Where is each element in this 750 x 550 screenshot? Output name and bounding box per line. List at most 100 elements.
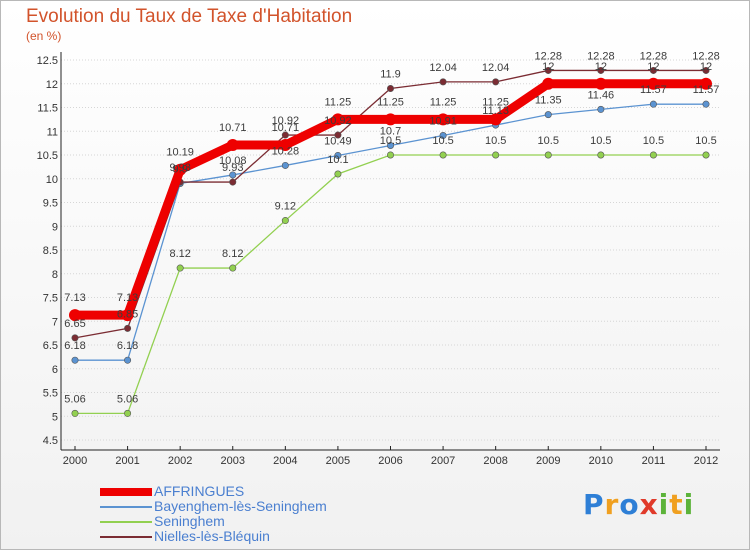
data-point xyxy=(437,113,450,126)
logo-letter: r xyxy=(604,488,620,521)
data-point xyxy=(229,178,237,186)
data-point xyxy=(647,77,660,90)
data-point xyxy=(542,77,555,90)
data-point xyxy=(334,170,342,178)
y-tick-label: 7 xyxy=(52,316,58,328)
data-label: 7.13 xyxy=(64,292,85,304)
data-point xyxy=(174,163,187,176)
y-tick-label: 12.5 xyxy=(37,55,58,67)
data-label: 10.5 xyxy=(590,135,611,147)
legend-label: Seninghem xyxy=(154,513,225,529)
data-point xyxy=(439,78,447,86)
logo-letter: P xyxy=(583,488,605,521)
logo-letter: i xyxy=(658,488,670,521)
legend-swatch xyxy=(100,521,152,523)
y-tick-label: 10.5 xyxy=(37,150,58,162)
data-point xyxy=(492,78,500,86)
data-point xyxy=(226,139,239,152)
data-point xyxy=(489,113,502,126)
y-tick-label: 9 xyxy=(52,221,58,233)
data-label: 10.5 xyxy=(485,135,506,147)
data-point xyxy=(386,151,394,159)
y-tick-label: 5.5 xyxy=(43,388,58,400)
x-tick-label: 2000 xyxy=(63,455,87,467)
x-tick-label: 2004 xyxy=(273,455,297,467)
data-label: 6.65 xyxy=(64,318,85,330)
data-label: 12.28 xyxy=(692,50,720,62)
data-label: 12.28 xyxy=(640,50,668,62)
legend-swatch xyxy=(100,488,152,496)
y-tick-label: 11 xyxy=(47,126,58,138)
x-tick-label: 2003 xyxy=(221,455,245,467)
data-label: 5.06 xyxy=(64,393,85,405)
data-label: 11.13 xyxy=(482,105,509,117)
legend-label: AFFRINGUES xyxy=(154,483,245,499)
data-label: 12.28 xyxy=(587,50,615,62)
data-point xyxy=(331,113,344,126)
legend-swatch xyxy=(100,536,152,538)
data-label: 12.28 xyxy=(534,50,562,62)
data-point xyxy=(71,409,79,417)
data-point xyxy=(649,100,657,108)
data-point xyxy=(279,139,292,152)
y-tick-label: 8.5 xyxy=(43,245,58,257)
data-label: 11.25 xyxy=(325,96,352,108)
data-point xyxy=(229,264,237,272)
legend-label: Nielles-lès-Bléquin xyxy=(154,528,270,544)
data-label: 6.18 xyxy=(117,340,138,352)
data-point xyxy=(71,334,79,342)
data-point xyxy=(597,105,605,113)
data-label: 10.5 xyxy=(538,135,559,147)
data-point xyxy=(594,77,607,90)
y-tick-label: 9.5 xyxy=(43,198,58,210)
x-tick-label: 2009 xyxy=(536,455,560,467)
data-point xyxy=(386,142,394,150)
data-label: 11.25 xyxy=(482,96,509,108)
data-label: 6.18 xyxy=(64,340,85,352)
data-point xyxy=(281,217,289,225)
series-group xyxy=(69,66,712,417)
data-point xyxy=(124,356,132,364)
data-point xyxy=(544,111,552,119)
data-label: 10.5 xyxy=(695,135,716,147)
data-point xyxy=(702,100,710,108)
data-label: 11.57 xyxy=(640,84,667,96)
data-label: 9.9 xyxy=(173,164,188,176)
data-label: 10.92 xyxy=(272,115,300,127)
data-label: 8.12 xyxy=(169,248,190,260)
data-point xyxy=(121,309,134,322)
chart-title: Evolution du Taux de Taxe d'Habitation xyxy=(26,6,353,27)
data-label: 10.08 xyxy=(219,155,247,167)
data-label: 10.49 xyxy=(324,135,352,147)
data-point xyxy=(649,66,657,74)
data-label: 10.7 xyxy=(380,126,401,138)
data-point xyxy=(69,309,81,322)
data-point xyxy=(702,151,710,159)
data-point xyxy=(124,409,132,417)
data-point xyxy=(597,151,605,159)
x-tick-label: 2006 xyxy=(378,455,402,467)
x-tick-label: 2002 xyxy=(168,455,192,467)
axes: 4.555.566.577.588.599.51010.51111.51212.… xyxy=(37,52,720,467)
data-point xyxy=(124,324,132,332)
data-label: 11.57 xyxy=(693,84,720,96)
y-axis-unit-label: (en %) xyxy=(26,29,62,43)
data-label: 12 xyxy=(700,61,712,73)
data-point xyxy=(71,356,79,364)
data-point xyxy=(334,151,342,159)
y-tick-label: 10 xyxy=(46,174,58,186)
data-label: 12.04 xyxy=(482,62,510,74)
legend-swatch xyxy=(100,506,152,508)
data-point xyxy=(544,66,552,74)
data-label: 7.13 xyxy=(117,292,138,304)
data-point xyxy=(384,113,397,126)
data-label: 10.5 xyxy=(380,135,401,147)
data-point xyxy=(700,77,712,90)
data-label: 10.71 xyxy=(272,122,300,134)
y-tick-label: 6.5 xyxy=(43,340,58,352)
data-point xyxy=(281,161,289,169)
x-tick-label: 2011 xyxy=(642,455,666,467)
data-point xyxy=(229,171,237,179)
proxiti-logo: Proxiti xyxy=(583,488,694,521)
